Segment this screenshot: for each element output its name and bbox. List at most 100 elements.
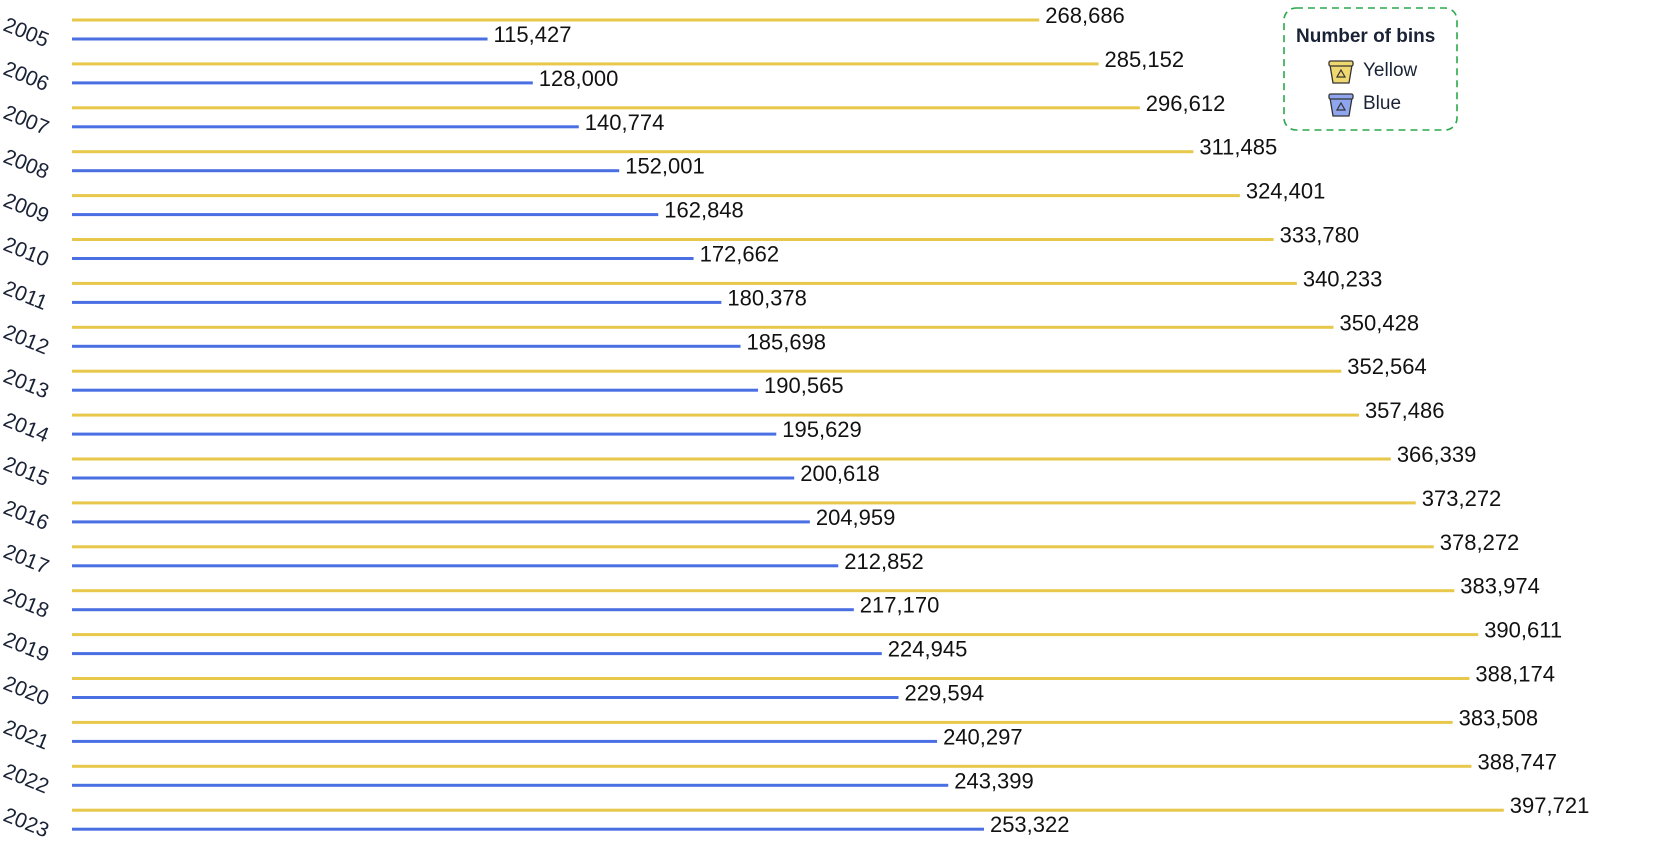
bar-blue-2019	[72, 652, 882, 656]
bar-yellow-2023	[72, 808, 1504, 812]
bar-blue-2014	[72, 432, 777, 436]
legend-box	[1283, 7, 1458, 131]
value-label-yellow-2010: 333,780	[1280, 223, 1360, 248]
value-label-yellow-2005: 268,686	[1045, 3, 1125, 28]
blue-bin-icon	[1328, 93, 1354, 117]
bar-yellow-2006	[72, 62, 1099, 66]
value-label-yellow-2021: 383,508	[1459, 705, 1539, 730]
legend-label-yellow: Yellow	[1363, 60, 1418, 81]
bar-yellow-2011	[72, 281, 1297, 285]
bar-yellow-2007	[72, 106, 1140, 110]
value-label-yellow-2014: 357,486	[1365, 398, 1445, 423]
year-label-2019: 2019	[0, 628, 52, 667]
legend: Number of bins Yellow Blue	[1283, 7, 1458, 131]
value-label-blue-2015: 200,618	[800, 461, 880, 486]
bar-blue-2010	[72, 257, 694, 260]
value-label-blue-2008: 152,001	[625, 154, 705, 179]
value-label-blue-2018: 217,170	[860, 593, 940, 618]
value-label-blue-2009: 162,848	[664, 198, 744, 223]
year-label-2022: 2022	[0, 760, 52, 799]
year-label-2013: 2013	[0, 365, 52, 404]
value-label-blue-2010: 172,662	[700, 242, 780, 267]
value-label-blue-2006: 128,000	[539, 66, 619, 91]
value-label-yellow-2019: 390,611	[1484, 618, 1562, 643]
value-label-blue-2021: 240,297	[943, 724, 1023, 749]
year-label-2020: 2020	[0, 672, 52, 711]
bar-blue-2006	[72, 81, 533, 85]
value-label-yellow-2020: 388,174	[1475, 662, 1555, 687]
legend-title: Number of bins	[1296, 26, 1435, 47]
bar-blue-2007	[72, 125, 579, 129]
value-label-yellow-2006: 285,152	[1105, 47, 1185, 72]
bar-yellow-2020	[72, 677, 1470, 680]
bar-blue-2005	[72, 37, 488, 41]
year-label-2021: 2021	[0, 716, 52, 755]
year-label-2014: 2014	[0, 408, 52, 447]
legend-label-blue: Blue	[1363, 93, 1401, 114]
bar-yellow-2009	[72, 194, 1240, 198]
value-label-yellow-2008: 311,485	[1199, 135, 1277, 160]
year-label-2011: 2011	[0, 277, 50, 315]
yellow-bin-icon	[1328, 60, 1354, 84]
year-labels-layer: 2005 2006 2007 2008 2009 2010 2011 2012 2013 2014…	[0, 13, 52, 842]
value-label-blue-2013: 190,565	[764, 373, 844, 398]
value-label-blue-2022: 243,399	[954, 768, 1034, 793]
year-label-2010: 2010	[0, 233, 52, 272]
bar-blue-2011	[72, 300, 722, 304]
value-label-blue-2017: 212,852	[844, 549, 924, 574]
bar-blue-2020	[72, 696, 899, 699]
year-label-2018: 2018	[0, 584, 52, 623]
value-label-blue-2014: 195,629	[782, 417, 862, 442]
value-label-blue-2011: 180,378	[727, 285, 807, 310]
value-label-yellow-2015: 366,339	[1397, 442, 1477, 467]
bar-blue-2008	[72, 169, 620, 173]
value-label-blue-2016: 204,959	[816, 505, 896, 530]
year-label-2008: 2008	[0, 145, 52, 184]
bar-yellow-2005	[72, 18, 1040, 22]
bar-yellow-2010	[72, 238, 1274, 241]
bar-yellow-2008	[72, 150, 1194, 154]
value-label-yellow-2017: 378,272	[1440, 530, 1520, 555]
bar-blue-2009	[72, 213, 659, 217]
year-label-2012: 2012	[0, 321, 52, 360]
bar-blue-2016	[72, 520, 810, 524]
bar-yellow-2022	[72, 764, 1472, 768]
bar-blue-2017	[72, 564, 839, 568]
bar-yellow-2021	[72, 720, 1453, 724]
bar-blue-2012	[72, 344, 741, 348]
value-label-blue-2019: 224,945	[888, 637, 968, 662]
value-label-yellow-2018: 383,974	[1460, 574, 1540, 599]
value-label-blue-2020: 229,594	[905, 681, 985, 706]
value-labels-layer: 268,686 115,427 285,152 128,000 296,612 140,7…	[494, 3, 1590, 837]
year-label-2015: 2015	[0, 452, 52, 491]
year-label-2017: 2017	[0, 540, 52, 579]
bar-blue-2022	[72, 783, 949, 787]
bar-yellow-2018	[72, 589, 1455, 593]
bar-blue-2023	[72, 827, 984, 831]
bar-yellow-2019	[72, 633, 1479, 637]
value-label-blue-2012: 185,698	[747, 329, 827, 354]
value-label-yellow-2016: 373,272	[1422, 486, 1502, 511]
bar-yellow-2017	[72, 545, 1434, 549]
year-label-2005: 2005	[0, 13, 52, 52]
year-label-2007: 2007	[0, 101, 52, 140]
value-label-blue-2023: 253,322	[990, 812, 1070, 837]
bar-blue-2021	[72, 739, 938, 743]
year-label-2023: 2023	[0, 804, 52, 843]
bar-yellow-2014	[72, 413, 1359, 417]
bar-blue-2013	[72, 388, 759, 392]
value-label-yellow-2013: 352,564	[1347, 354, 1427, 379]
bars-layer	[72, 18, 1504, 831]
bar-blue-2015	[72, 476, 795, 480]
bar-yellow-2015	[72, 457, 1391, 461]
value-label-yellow-2023: 397,721	[1510, 793, 1590, 818]
year-label-2006: 2006	[0, 57, 52, 96]
value-label-blue-2005: 115,427	[494, 22, 572, 47]
bar-yellow-2016	[72, 501, 1416, 505]
value-label-yellow-2009: 324,401	[1246, 179, 1326, 204]
value-label-blue-2007: 140,774	[585, 110, 665, 135]
value-label-yellow-2012: 350,428	[1340, 310, 1420, 335]
bar-yellow-2012	[72, 325, 1334, 329]
year-label-2016: 2016	[0, 496, 52, 535]
